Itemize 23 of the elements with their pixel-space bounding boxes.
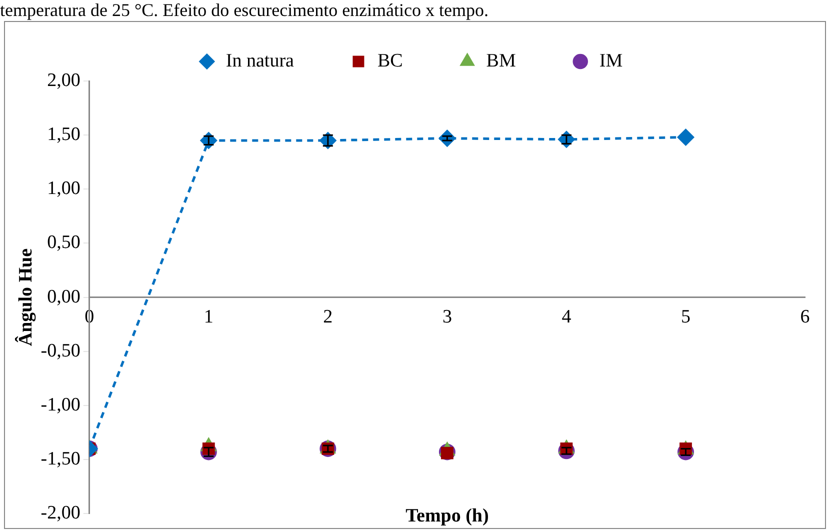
legend-label: BC: [377, 50, 403, 72]
y-tick-label: -0,50: [40, 340, 80, 362]
y-tick-label: -1,50: [40, 448, 80, 470]
y-tick-label: 0,00: [47, 286, 80, 308]
y-tick-label: 1,00: [47, 178, 80, 200]
y-axis-title: Ângulo Hue: [14, 248, 36, 346]
legend-label: IM: [599, 50, 623, 72]
y-tick-label: -2,00: [40, 502, 80, 524]
x-tick-label: 3: [442, 306, 452, 328]
y-tick-label: 0,50: [47, 232, 80, 254]
legend-label: BM: [486, 50, 516, 72]
chart-title: temperatura de 25 °C. Efeito do escurecimento enzimático x tempo.: [0, 0, 489, 20]
x-tick-label: 1: [204, 306, 214, 328]
x-tick-label: 5: [680, 306, 690, 328]
x-axis-title: Tempo (h): [406, 505, 489, 526]
y-tick-label: 1,50: [47, 124, 80, 146]
y-tick-label: -1,00: [40, 394, 80, 416]
x-tick-label: 6: [800, 306, 810, 328]
y-tick-label: 2,00: [47, 70, 80, 91]
legend-label: In natura: [226, 50, 295, 72]
x-tick-label: 2: [323, 306, 333, 328]
x-tick-label: 4: [562, 306, 572, 328]
x-tick-label: 0: [84, 306, 94, 328]
